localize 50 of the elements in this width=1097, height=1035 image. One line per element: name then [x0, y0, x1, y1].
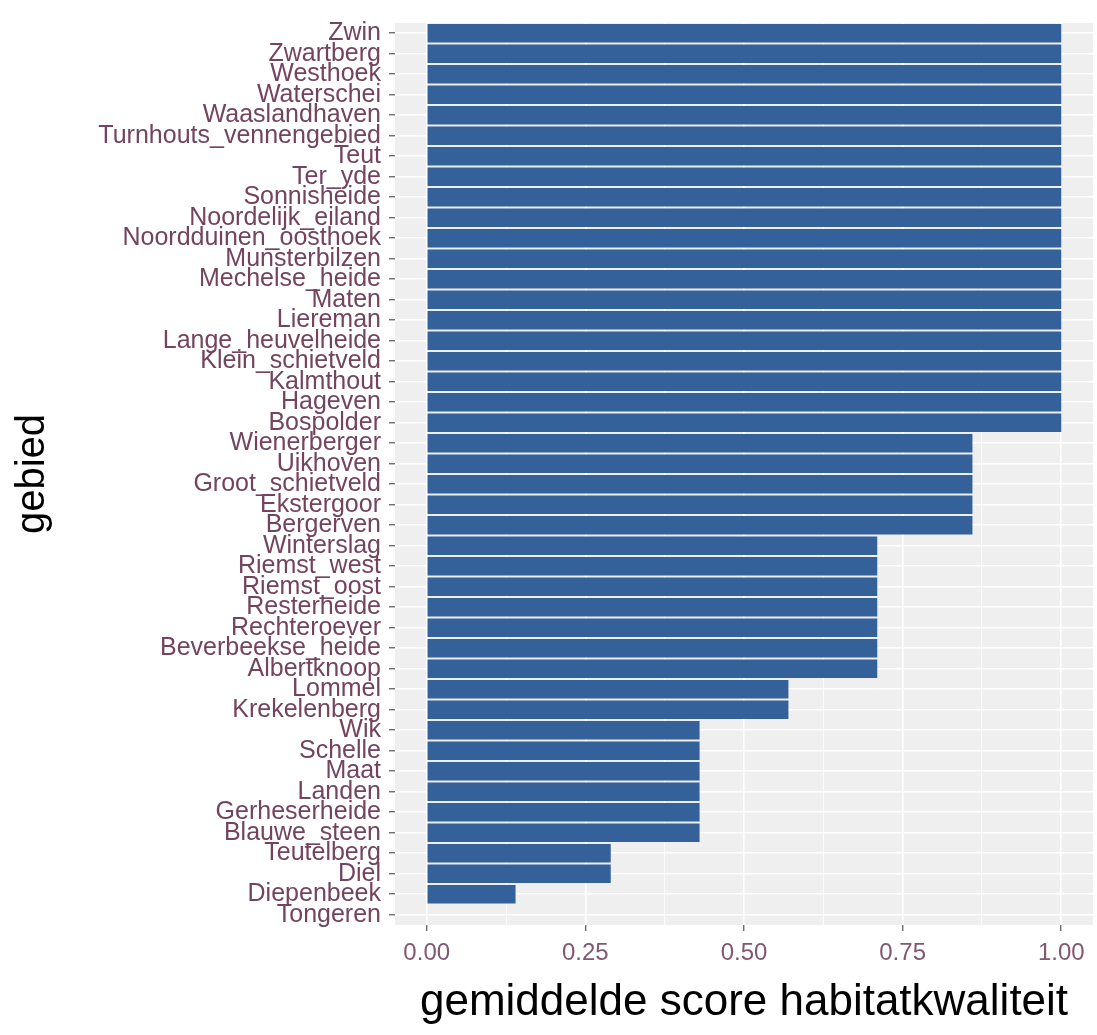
bar	[427, 803, 700, 822]
bar	[427, 188, 1062, 207]
x-tick-label: 0.25	[562, 938, 609, 966]
x-tick-label: 0.50	[720, 938, 768, 966]
bar	[427, 864, 611, 883]
x-tick-label: 1.00	[1037, 938, 1085, 966]
bar	[427, 782, 700, 801]
bar	[427, 598, 878, 617]
x-tick-label: 0.75	[879, 938, 926, 966]
bar	[427, 352, 1062, 371]
x-tick-label: 0.00	[403, 938, 451, 966]
bar	[427, 85, 1062, 104]
bar	[427, 24, 1062, 43]
bar	[427, 762, 700, 781]
bar	[427, 618, 878, 637]
bar	[427, 475, 973, 494]
bar	[427, 557, 878, 576]
bar	[427, 885, 516, 904]
bar	[427, 577, 878, 596]
bar	[427, 208, 1062, 227]
y-axis-title: gebied	[8, 413, 53, 535]
bar	[427, 741, 700, 760]
bar	[427, 516, 973, 535]
bar	[427, 65, 1062, 84]
bar	[427, 454, 973, 473]
bar	[427, 290, 1062, 309]
bar	[427, 270, 1062, 289]
bar	[427, 331, 1062, 350]
bar	[427, 393, 1062, 412]
bar	[427, 721, 700, 740]
bar	[427, 823, 700, 842]
bar	[427, 659, 878, 678]
x-axis-title: gemiddelde score habitatkwaliteit	[419, 974, 1069, 1024]
bar	[427, 434, 973, 453]
bar	[427, 311, 1062, 330]
bar	[427, 126, 1062, 145]
bar	[427, 167, 1062, 186]
bar	[427, 249, 1062, 268]
bar	[427, 680, 789, 699]
bar	[427, 536, 878, 555]
bar	[427, 147, 1062, 166]
bar	[427, 844, 611, 863]
bar	[427, 372, 1062, 391]
bar	[427, 495, 973, 514]
bar	[427, 700, 789, 719]
bar	[427, 413, 1062, 432]
bar	[427, 44, 1062, 63]
bar	[427, 229, 1062, 248]
bar	[427, 106, 1062, 125]
bar	[427, 639, 878, 658]
